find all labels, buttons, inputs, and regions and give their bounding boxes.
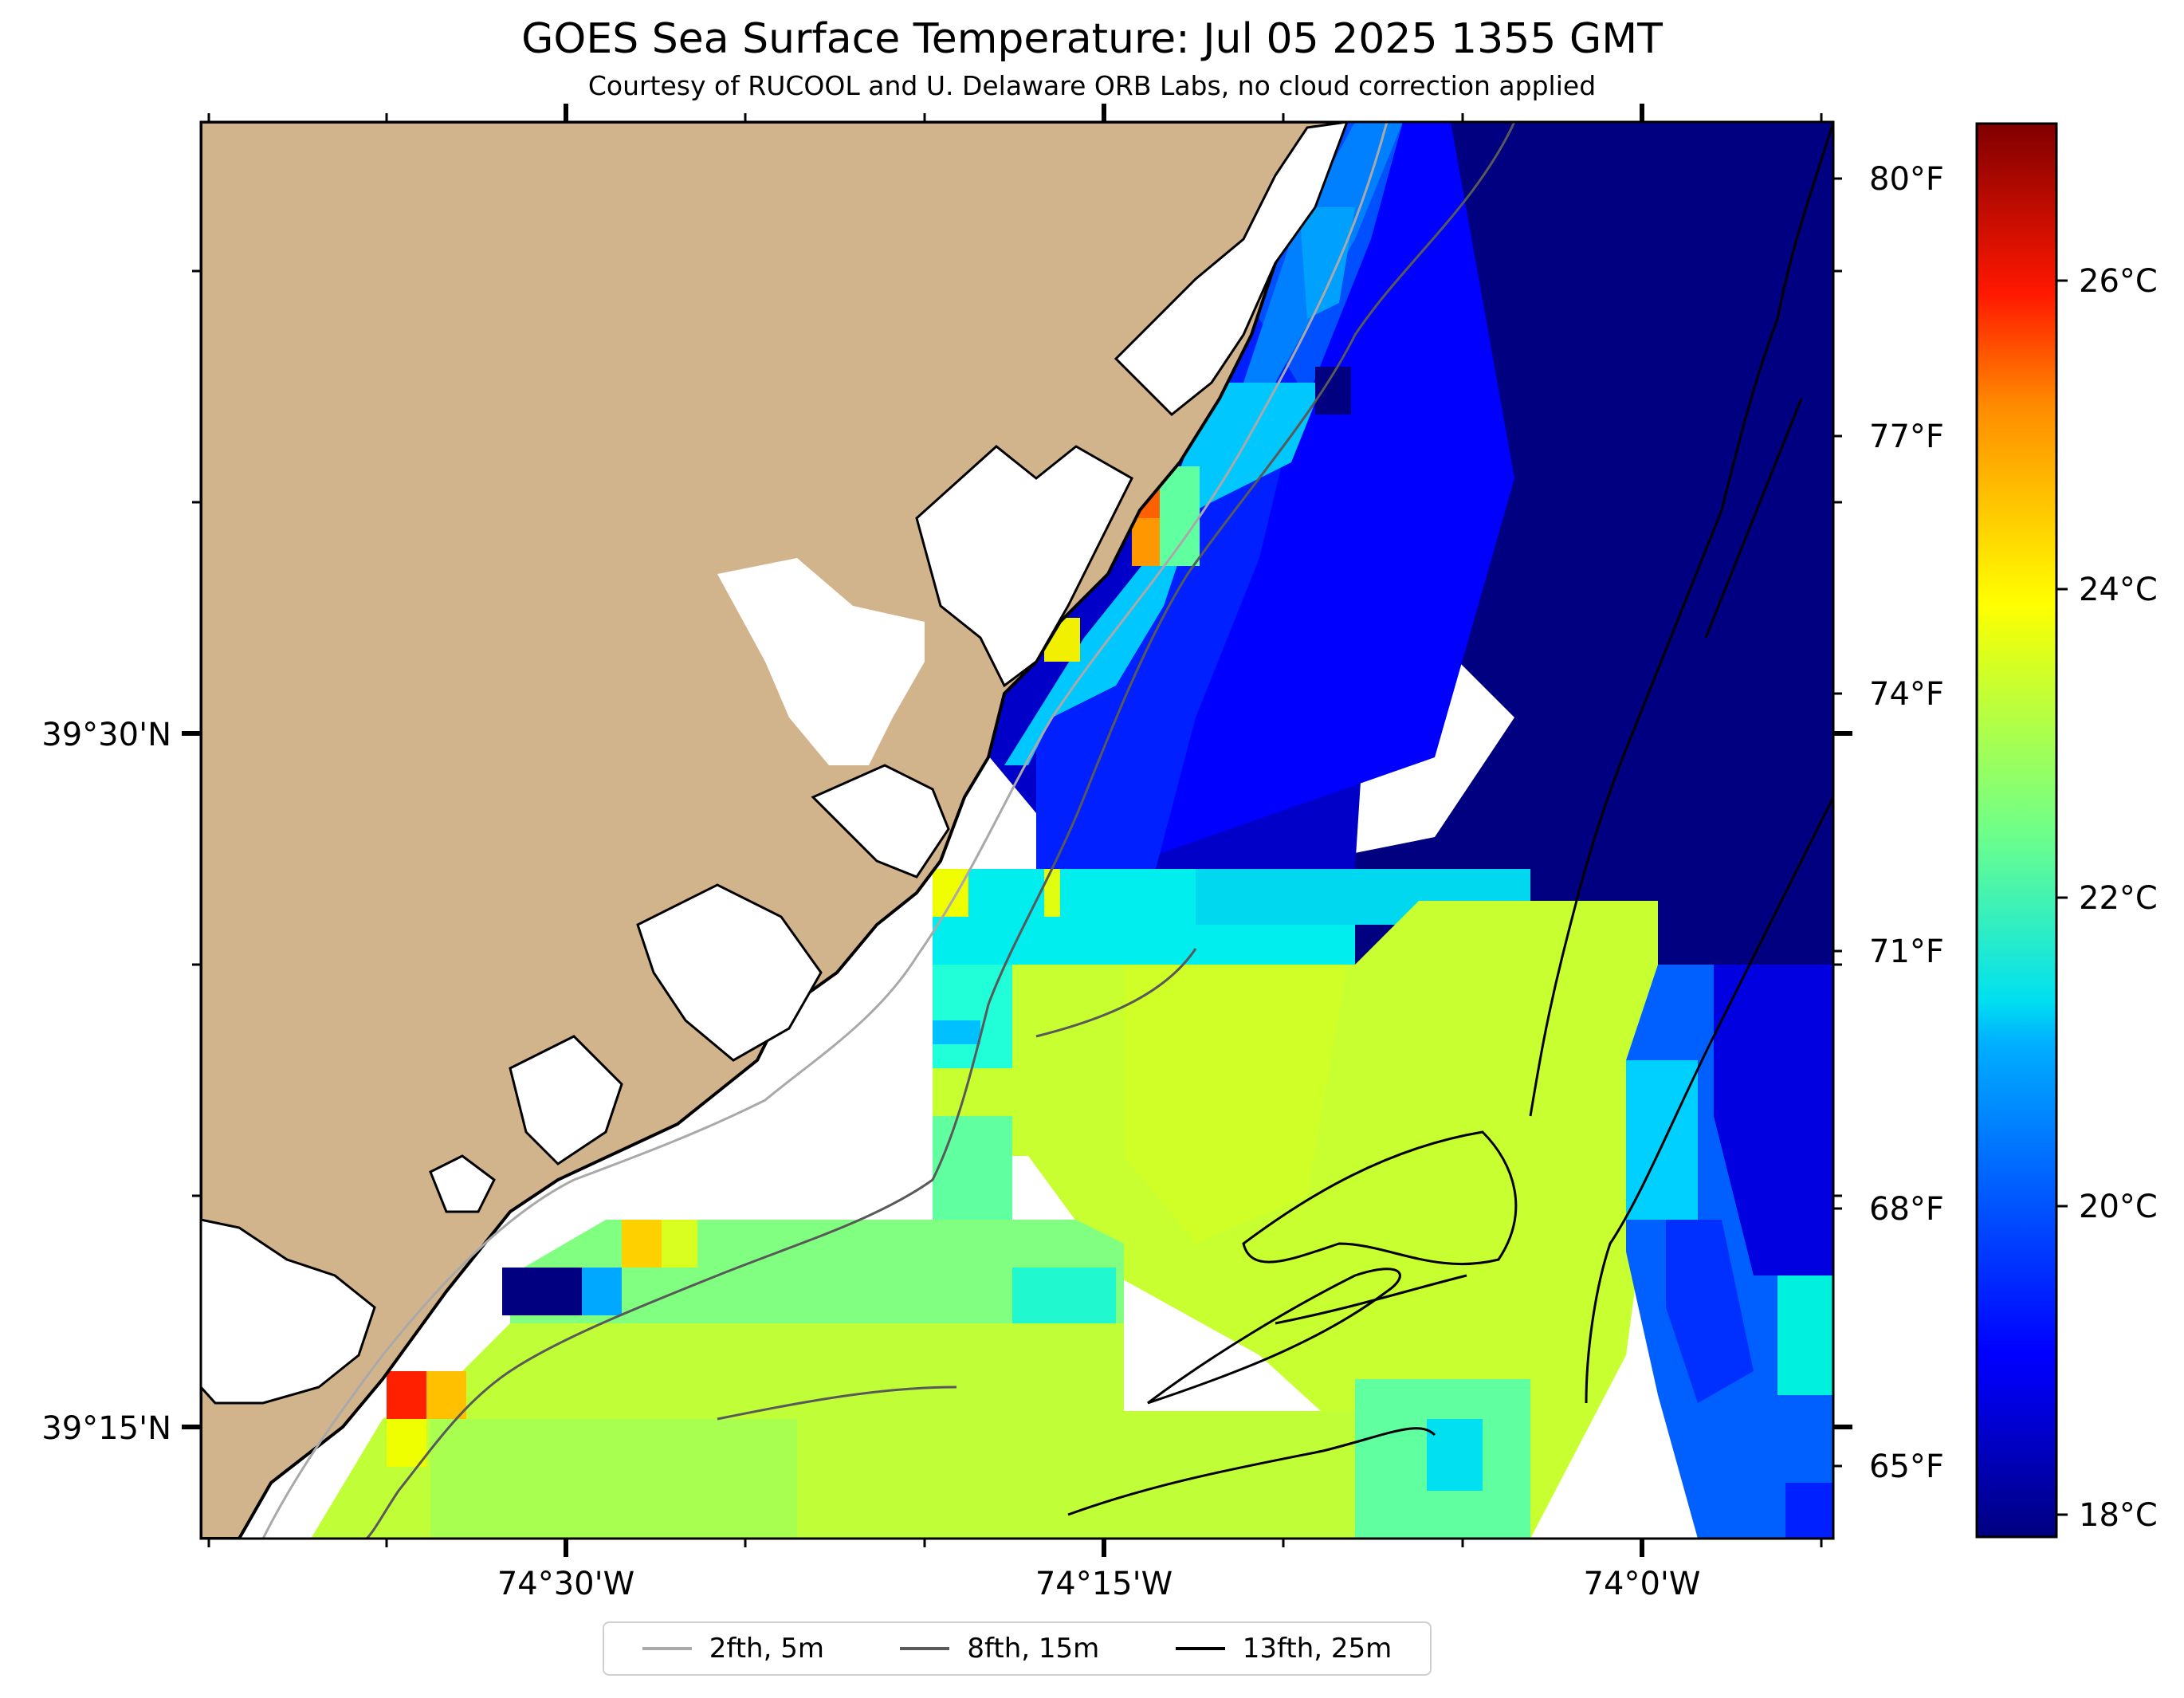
legend-label: 13fth, 25m: [1242, 1633, 1392, 1665]
axis-ticks: [182, 104, 1852, 1557]
fahrenheit-label: 71°F: [1869, 934, 1944, 970]
legend-label: 8fth, 15m: [967, 1633, 1100, 1665]
legend-swatch-25m: [1175, 1647, 1225, 1650]
legend-item: 2fth, 5m: [642, 1633, 824, 1665]
lon-tick-label: 74°0'W: [1584, 1566, 1701, 1602]
lat-tick-label: 39°30'N: [41, 717, 171, 753]
celsius-label: 22°C: [2079, 880, 2158, 917]
celsius-label: 20°C: [2079, 1189, 2158, 1225]
contour-25m-a: [1529, 122, 1833, 1404]
lon-tick-label: 74°30'W: [497, 1566, 634, 1602]
celsius-ticks: 26°C 24°C 22°C 20°C 18°C: [2056, 263, 2158, 1534]
map-frame: [199, 120, 1835, 1540]
contour-25m-c: [1147, 1268, 1401, 1405]
legend-swatch-5m: [642, 1647, 692, 1650]
fahrenheit-label: 68°F: [1869, 1191, 1944, 1228]
celsius-label: 18°C: [2079, 1497, 2158, 1534]
legend: 2fth, 5m 8fth, 15m 13fth, 25m: [603, 1621, 1432, 1676]
bathymetry-contours: [261, 122, 1833, 1539]
contour-25m-d: [1067, 1274, 1467, 1516]
contour-5m: [261, 122, 1389, 1539]
fahrenheit-label: 65°F: [1869, 1448, 1944, 1485]
map-area: [201, 122, 1833, 1539]
sst-raster: [311, 122, 1833, 1539]
chart-title: GOES Sea Surface Temperature: Jul 05 202…: [521, 15, 1663, 63]
fahrenheit-label: 77°F: [1869, 419, 1944, 455]
celsius-label: 24°C: [2079, 572, 2158, 608]
fahrenheit-label: 74°F: [1869, 676, 1944, 713]
legend-swatch-15m: [900, 1647, 950, 1650]
contour-25m-b: [1242, 1130, 1518, 1266]
lat-tick-label: 39°15'N: [41, 1410, 171, 1447]
land: [201, 122, 1349, 1539]
fahrenheit-label: 80°F: [1869, 161, 1944, 198]
chart-subtitle: Courtesy of RUCOOL and U. Delaware ORB L…: [587, 70, 1597, 101]
legend-item: 8fth, 15m: [900, 1633, 1099, 1665]
colorbar: [1975, 122, 2058, 1539]
contour-15m: [365, 122, 1516, 1539]
legend-label: 2fth, 5m: [709, 1633, 824, 1665]
lon-tick-label: 74°15'W: [1035, 1566, 1173, 1602]
celsius-label: 26°C: [2079, 263, 2158, 300]
legend-item: 13fth, 25m: [1175, 1633, 1392, 1665]
fahrenheit-ticks: 80°F 77°F 74°F 71°F 68°F 65°F: [1833, 161, 1944, 1485]
